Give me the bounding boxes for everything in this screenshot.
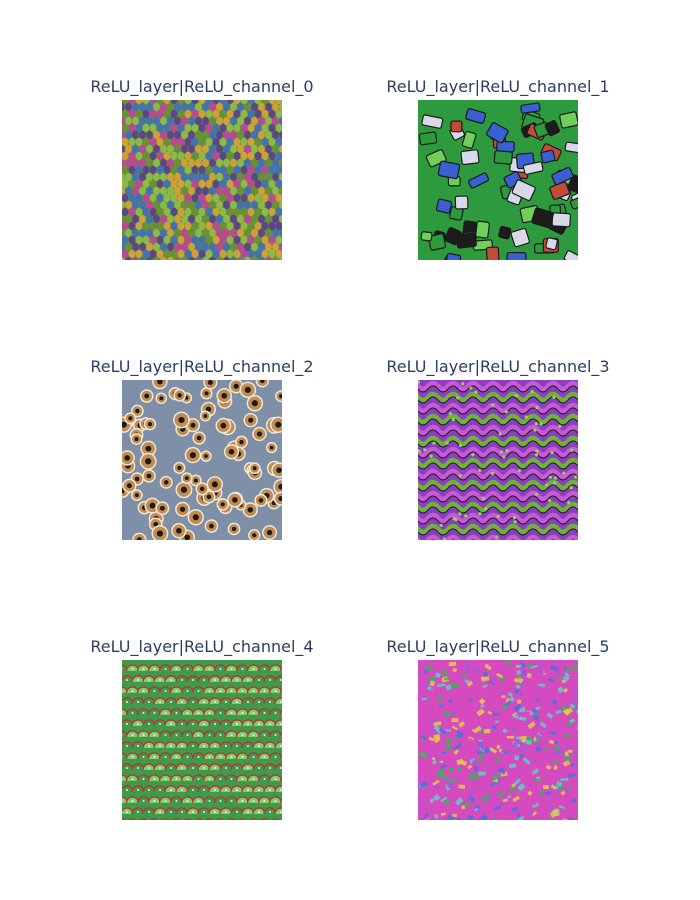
texture-image (418, 660, 578, 820)
feature-visualization-image (418, 380, 578, 540)
texture-image (122, 380, 282, 540)
texture-image (418, 380, 578, 540)
panel-title: ReLU_layer|ReLU_channel_0 (90, 77, 314, 96)
panel-title: ReLU_layer|ReLU_channel_2 (90, 357, 314, 376)
panel-title: ReLU_layer|ReLU_channel_4 (90, 637, 314, 656)
texture-image (122, 660, 282, 820)
feature-visualization-image (418, 100, 578, 260)
panel-title: ReLU_layer|ReLU_channel_5 (386, 637, 610, 656)
feature-visualization-image (122, 380, 282, 540)
feature-visualization-image (122, 660, 282, 820)
texture-image (122, 100, 282, 260)
feature-visualization-image (418, 660, 578, 820)
panel-title: ReLU_layer|ReLU_channel_1 (386, 77, 610, 96)
panel-title: ReLU_layer|ReLU_channel_3 (386, 357, 610, 376)
feature-visualization-image (122, 100, 282, 260)
texture-image (418, 100, 578, 260)
